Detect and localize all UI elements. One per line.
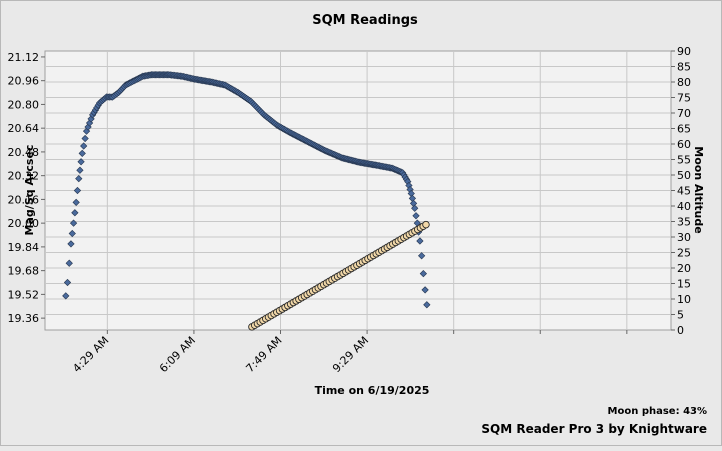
x-tick-label: 7:49 AM bbox=[243, 334, 284, 375]
y2-tick-label: 85 bbox=[677, 61, 691, 74]
sqm-reading-point bbox=[423, 301, 431, 309]
sqm-reading-point bbox=[62, 292, 70, 300]
x-tick-label: 4:29 AM bbox=[70, 334, 111, 375]
y2-tick-label: 15 bbox=[677, 278, 691, 291]
sqm-reading-point bbox=[77, 158, 85, 166]
sqm-reading-point bbox=[416, 237, 424, 245]
series-layer bbox=[62, 71, 431, 331]
sqm-reading-point bbox=[63, 278, 72, 287]
y2-tick-label: 60 bbox=[677, 138, 691, 151]
x-axis-title: Time on 6/19/2025 bbox=[315, 384, 430, 397]
y2-tick-label: 25 bbox=[677, 247, 691, 260]
sqm-reading-point bbox=[80, 142, 88, 150]
sqm-reading-point bbox=[85, 119, 94, 127]
sqm-reading-point bbox=[69, 219, 78, 227]
y2-tick-label: 90 bbox=[677, 45, 691, 58]
y2-tick-label: 40 bbox=[677, 200, 691, 213]
y2-axis-ticks: 0 5 10 15 20 25 30 35 40 45 50 55 60 65 70 75 80 85 90 bbox=[671, 45, 691, 337]
y2-tick-label: 5 bbox=[677, 309, 684, 322]
y-axis-title: Mag/Sq Arcsec bbox=[23, 145, 36, 236]
sqm-reading-point bbox=[65, 259, 73, 267]
y-tick-label: 20.16 bbox=[8, 193, 40, 206]
sqm-reading-point bbox=[67, 240, 75, 248]
y2-tick-label: 45 bbox=[677, 185, 691, 198]
gridlines bbox=[45, 51, 671, 330]
y2-tick-label: 80 bbox=[677, 76, 691, 89]
sqm-reading-point bbox=[421, 286, 429, 294]
y-tick-label: 20.80 bbox=[8, 98, 40, 111]
sqm-reading-point bbox=[72, 198, 80, 206]
y-axis-ticks: 21.12 20.96 20.80 20.64 20.48 20.32 20.16 20.00… bbox=[8, 51, 45, 325]
y2-tick-label: 30 bbox=[677, 231, 691, 244]
y-tick-label: 19.84 bbox=[8, 241, 40, 254]
sqm-reading-point bbox=[418, 252, 426, 260]
sqm-reading-point bbox=[411, 204, 419, 212]
sqm-reading-point bbox=[68, 229, 76, 238]
y2-tick-label: 65 bbox=[677, 123, 691, 136]
y2-tick-label: 70 bbox=[677, 107, 691, 120]
y2-tick-label: 10 bbox=[677, 293, 691, 306]
sqm-reading-point bbox=[76, 166, 84, 174]
sqm-reading-point bbox=[75, 175, 83, 183]
y2-axis-title: Moon Altitude bbox=[692, 146, 705, 233]
sqm-reading-point bbox=[73, 186, 82, 195]
y-tick-label: 20.32 bbox=[8, 170, 40, 183]
y-tick-label: 20.00 bbox=[8, 217, 40, 230]
x-tick-label: 6:09 AM bbox=[157, 334, 198, 375]
x-tick-label: 9:29 AM bbox=[330, 334, 371, 375]
chart-title: SQM Readings bbox=[312, 13, 418, 28]
sqm-reading-point bbox=[71, 209, 79, 217]
y-tick-label: 19.68 bbox=[8, 265, 40, 278]
sqm-reading-point bbox=[419, 269, 427, 278]
y2-tick-label: 50 bbox=[677, 169, 691, 182]
y2-tick-label: 0 bbox=[677, 324, 684, 337]
sqm-reading-point bbox=[81, 134, 89, 143]
y-tick-label: 20.48 bbox=[8, 146, 40, 159]
y-tick-label: 19.36 bbox=[8, 312, 40, 325]
software-credit: SQM Reader Pro 3 by Knightware bbox=[481, 422, 707, 436]
y2-tick-label: 55 bbox=[677, 154, 691, 167]
sqm-reading-point bbox=[412, 212, 420, 220]
sqm-reading-point bbox=[78, 149, 86, 158]
y2-tick-label: 75 bbox=[677, 92, 691, 105]
y2-tick-label: 20 bbox=[677, 262, 691, 275]
moon-altitude-point bbox=[422, 220, 430, 229]
moon-phase-label: Moon phase: 43% bbox=[608, 406, 707, 417]
y-tick-label: 20.96 bbox=[8, 75, 40, 88]
y-tick-label: 19.52 bbox=[8, 288, 40, 301]
x-axis-ticks: 4:29 AM 6:09 AM 7:49 AM 9:29 AM bbox=[70, 330, 628, 375]
y-tick-label: 21.12 bbox=[8, 51, 40, 64]
y-tick-label: 20.64 bbox=[8, 122, 40, 135]
y2-tick-label: 35 bbox=[677, 216, 691, 229]
